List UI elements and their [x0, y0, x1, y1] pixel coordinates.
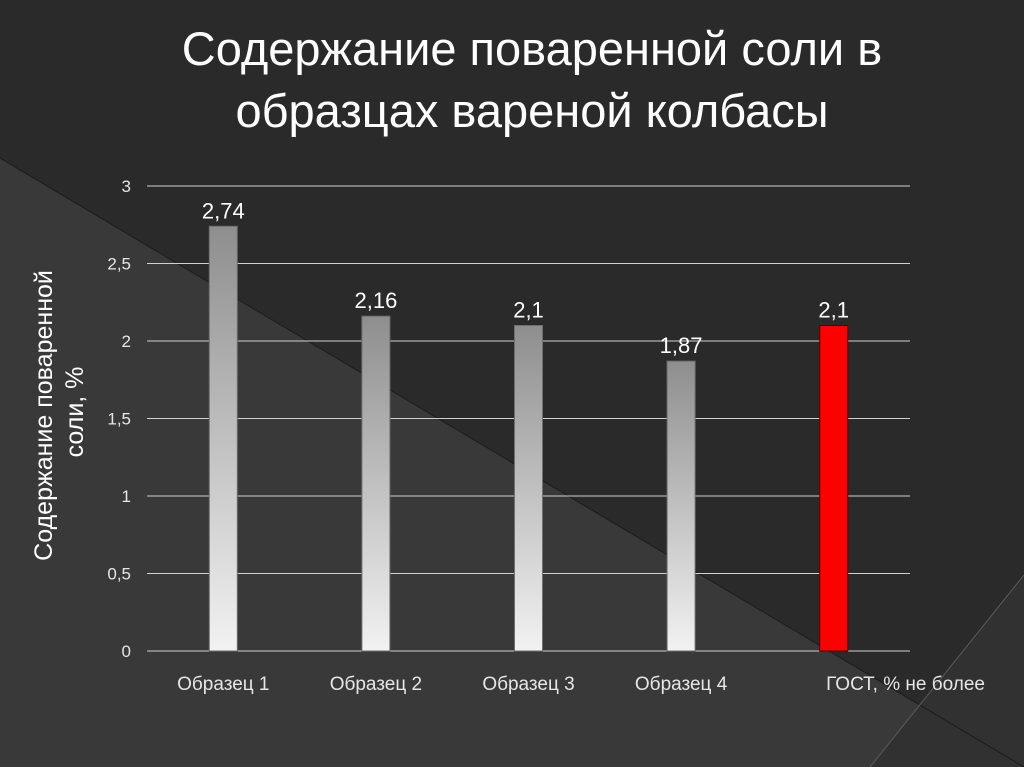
x-category-label: ГОСТ, % не более: [826, 674, 985, 695]
y-axis-label-line-2: соли, %: [61, 367, 89, 458]
data-label: 2,74: [202, 198, 245, 223]
data-label: 2,1: [818, 298, 849, 323]
bar: [819, 325, 849, 652]
bar: [361, 315, 391, 652]
x-category-label: Образец 2: [330, 674, 422, 695]
bar: [514, 325, 543, 652]
y-axis-ticks: 0 0,5 1 1,5 2 2,5 3: [107, 177, 131, 661]
data-label: 1,87: [660, 333, 703, 358]
data-labels: 2,74 2,16 2,1 1,87 2,1: [202, 198, 849, 358]
data-label: 2,1: [513, 298, 544, 323]
bars: [208, 225, 849, 652]
data-label: 2,16: [354, 288, 397, 313]
y-tick-label: 0: [122, 642, 131, 661]
slide-title-line-1: Содержание поваренной соли в: [181, 22, 883, 75]
x-category-label: Образец 1: [177, 674, 269, 695]
slide-title-line-2: образцах вареной колбасы: [235, 84, 829, 137]
x-category-label: Образец 3: [482, 674, 574, 695]
y-tick-label: 3: [122, 177, 131, 196]
y-tick-label: 1: [122, 487, 131, 506]
x-axis-categories: Образец 1 Образец 2 Образец 3 Образец 4 ГОСТ…: [177, 674, 985, 695]
bar: [208, 225, 238, 652]
y-axis-label-line-1: Содержание поваренной: [30, 270, 58, 561]
bar: [666, 360, 696, 652]
slide-title: Содержание поваренной соли в образцах ва…: [0, 18, 1024, 142]
y-tick-label: 1,5: [107, 410, 131, 429]
y-tick-label: 2,5: [107, 255, 131, 274]
y-tick-label: 2: [122, 332, 131, 351]
y-axis-label: Содержание поваренной соли, %: [30, 263, 89, 561]
x-category-label: Образец 4: [635, 674, 728, 695]
y-tick-label: 0,5: [107, 565, 131, 584]
